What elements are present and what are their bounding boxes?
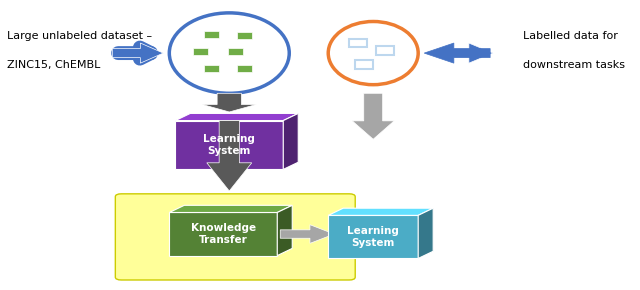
Polygon shape bbox=[424, 43, 490, 63]
Polygon shape bbox=[439, 43, 493, 63]
Polygon shape bbox=[175, 121, 284, 169]
Text: Knowledge
Transfer: Knowledge Transfer bbox=[191, 223, 256, 245]
Text: Large unlabeled dataset –: Large unlabeled dataset – bbox=[8, 31, 152, 41]
Polygon shape bbox=[207, 121, 252, 191]
Polygon shape bbox=[170, 213, 277, 255]
FancyBboxPatch shape bbox=[355, 60, 373, 69]
Polygon shape bbox=[175, 113, 298, 121]
Text: Labelled data for: Labelled data for bbox=[523, 31, 618, 41]
FancyBboxPatch shape bbox=[193, 48, 208, 55]
Text: Learning
System: Learning System bbox=[204, 134, 255, 156]
Polygon shape bbox=[328, 208, 433, 215]
Polygon shape bbox=[328, 215, 418, 258]
Ellipse shape bbox=[170, 13, 289, 93]
Polygon shape bbox=[277, 205, 292, 255]
Polygon shape bbox=[170, 205, 292, 213]
FancyBboxPatch shape bbox=[204, 31, 219, 38]
Polygon shape bbox=[280, 225, 334, 243]
Polygon shape bbox=[418, 208, 433, 258]
FancyBboxPatch shape bbox=[204, 65, 219, 72]
Polygon shape bbox=[284, 113, 298, 169]
FancyBboxPatch shape bbox=[349, 39, 367, 47]
FancyBboxPatch shape bbox=[115, 194, 355, 280]
FancyBboxPatch shape bbox=[376, 46, 394, 55]
FancyBboxPatch shape bbox=[237, 65, 252, 72]
Text: Learning
System: Learning System bbox=[348, 226, 399, 248]
Text: ZINC15, ChEMBL: ZINC15, ChEMBL bbox=[8, 59, 100, 70]
Text: downstream tasks: downstream tasks bbox=[523, 59, 625, 70]
Polygon shape bbox=[352, 93, 394, 139]
FancyBboxPatch shape bbox=[237, 32, 252, 39]
Polygon shape bbox=[202, 93, 256, 112]
FancyBboxPatch shape bbox=[228, 48, 243, 55]
Ellipse shape bbox=[328, 21, 418, 85]
Polygon shape bbox=[113, 43, 163, 63]
